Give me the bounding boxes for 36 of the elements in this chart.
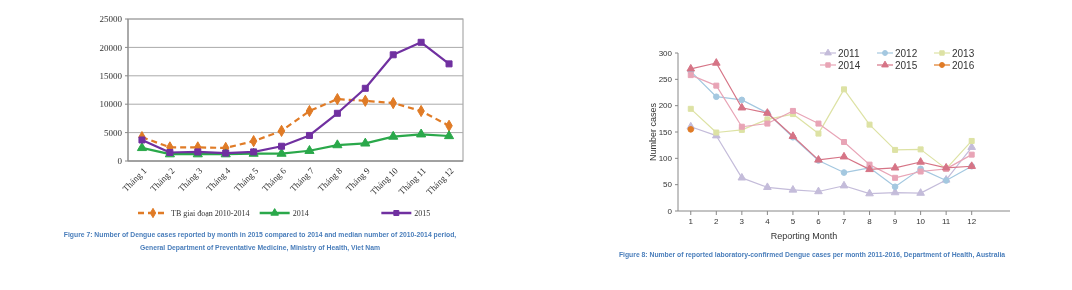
y-tick-label: 10000: [99, 99, 123, 110]
x-tick-label: 2: [714, 217, 720, 226]
x-axis-title: Reporting Month: [770, 231, 838, 241]
y-tick-label: 25000: [99, 14, 123, 25]
y-tick-label: 20000: [99, 42, 123, 53]
legend-label: 2015: [414, 208, 431, 218]
y-tick-label: 100: [658, 154, 673, 164]
x-tick-label: 4: [765, 217, 771, 226]
y-tick-label: 150: [658, 127, 673, 137]
y-tick-label: 0: [667, 206, 673, 216]
y-tick-label: 15000: [99, 70, 123, 81]
x-tick-label: 12: [967, 217, 977, 226]
x-tick-label: 6: [816, 217, 822, 226]
x-tick-label: 1: [688, 217, 694, 226]
y-tick-label: 300: [658, 48, 673, 58]
legend-label: 2015: [895, 59, 918, 71]
x-tick-label: 7: [841, 217, 847, 226]
legend-label: 2012: [895, 47, 918, 59]
x-tick-label: 10: [916, 217, 926, 226]
x-tick-label: 8: [867, 217, 873, 226]
x-tick-label: 9: [892, 217, 898, 226]
legend-label: 2011: [838, 47, 860, 59]
y-tick-label: 0: [117, 156, 123, 167]
y-tick-label: 200: [658, 101, 673, 111]
legend-label: TB giai đoạn 2010-2014: [171, 208, 250, 218]
legend-label: 2014: [292, 208, 309, 218]
y-tick-label: 250: [658, 75, 673, 85]
legend-label: 2014: [838, 59, 861, 71]
legend-label: 2013: [952, 47, 975, 59]
x-tick-label: 11: [942, 217, 951, 226]
x-tick-label: 5: [790, 217, 796, 226]
y-axis-title: Number cases: [648, 102, 658, 162]
x-tick-label: 3: [739, 217, 745, 226]
legend-label: 2016: [952, 59, 975, 71]
y-tick-label: 50: [663, 180, 673, 190]
y-tick-label: 5000: [104, 127, 123, 138]
